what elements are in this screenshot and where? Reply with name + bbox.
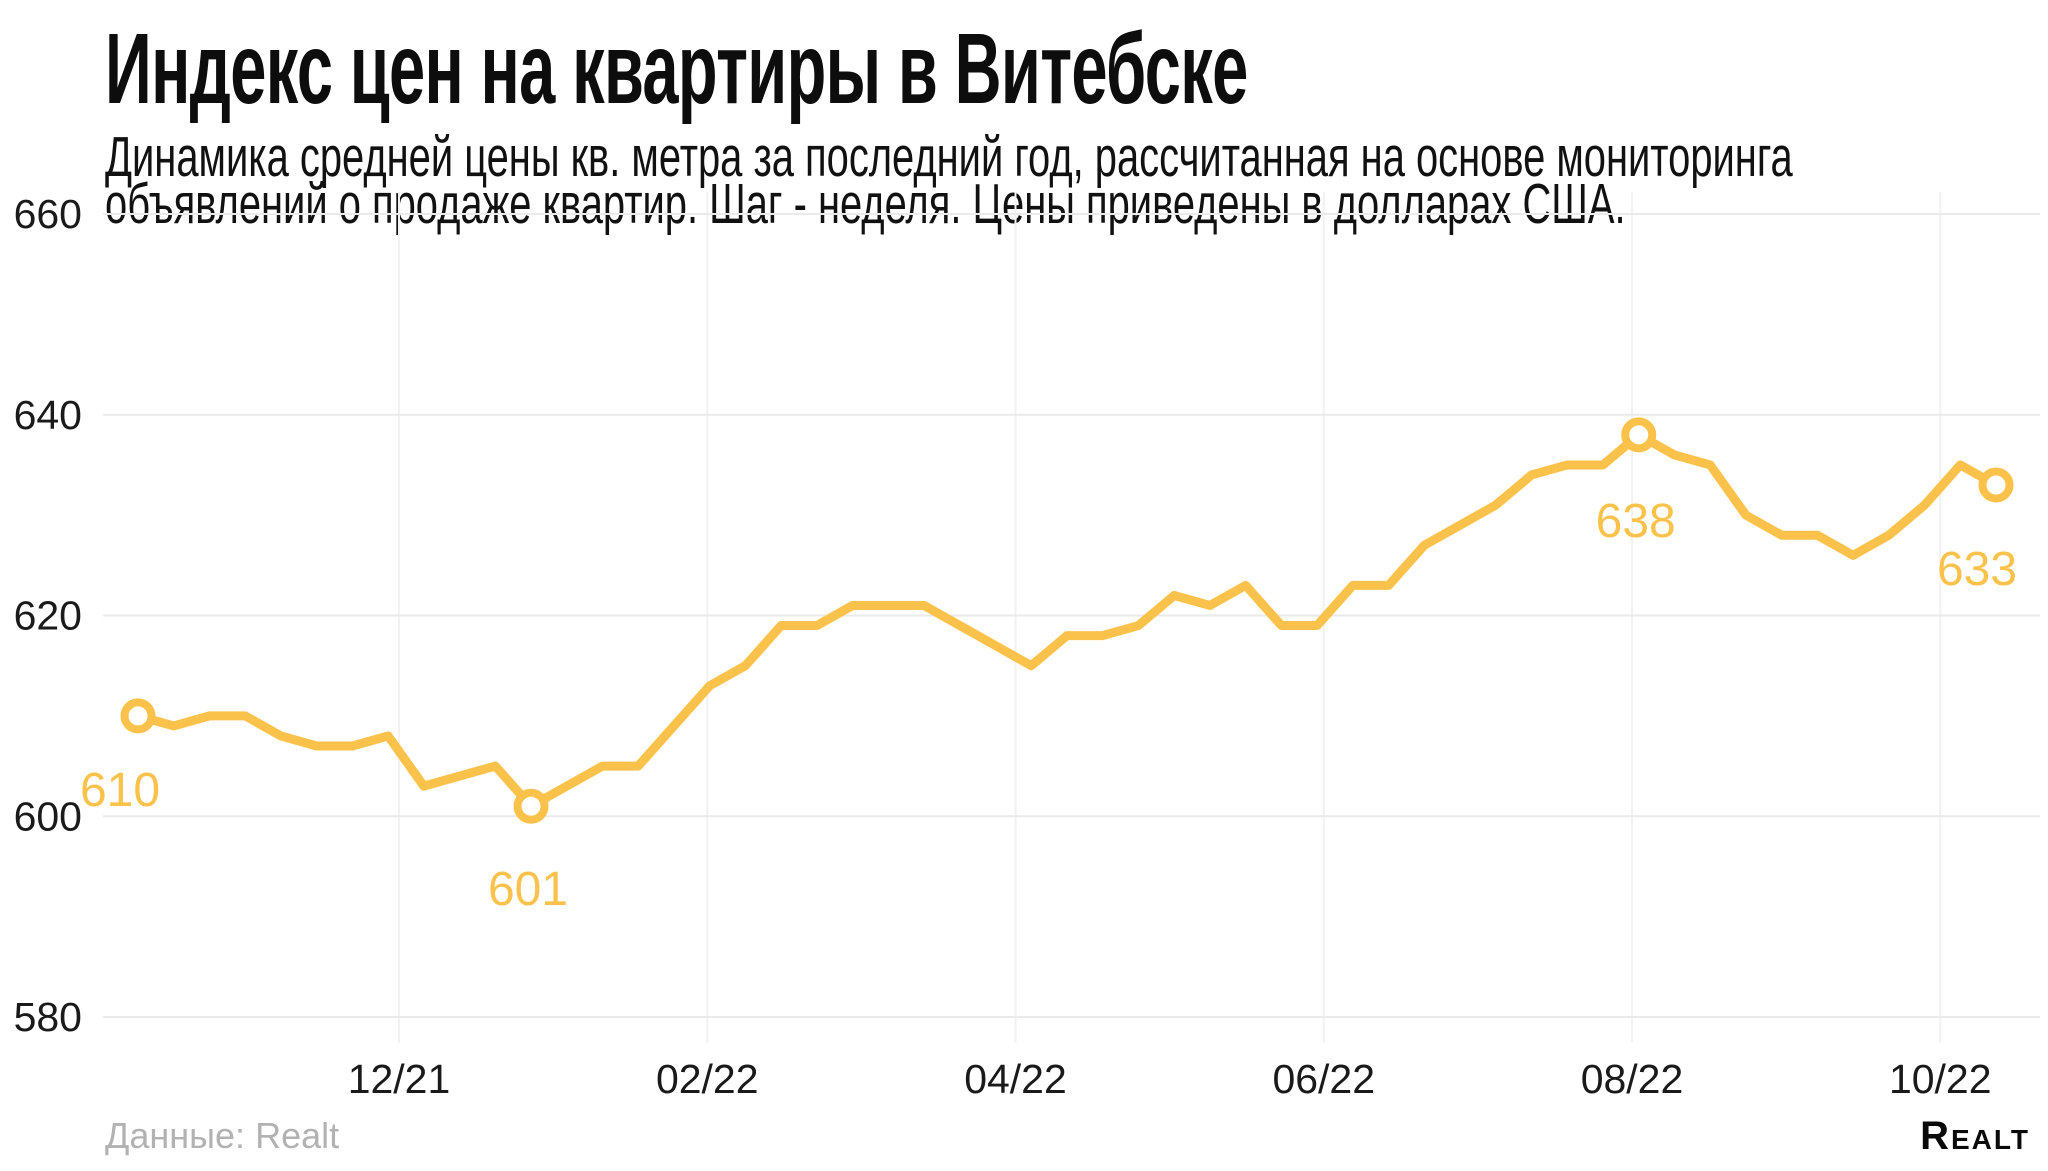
x-axis-tick-label: 02/22 xyxy=(656,1056,759,1102)
highlighted-data-point xyxy=(513,788,549,824)
highlighted-data-point xyxy=(1978,467,2014,503)
y-axis-tick-label: 640 xyxy=(14,392,82,438)
x-axis-tick-label: 08/22 xyxy=(1581,1056,1684,1102)
y-axis-tick-label: 660 xyxy=(14,191,82,237)
x-axis-tick-label: 12/21 xyxy=(348,1056,451,1102)
chart-subtitle-line-1: Динамика средней цены кв. метра за после… xyxy=(105,125,1793,189)
y-axis-tick-label: 580 xyxy=(14,994,82,1040)
highlighted-data-point xyxy=(1621,417,1657,453)
x-axis-tick-label: 06/22 xyxy=(1272,1056,1375,1102)
data-point-value-label: 610 xyxy=(80,764,160,817)
highlighted-data-point xyxy=(120,698,156,734)
y-axis-tick-label: 600 xyxy=(14,793,82,839)
realt-logo: Realt xyxy=(1920,1114,2030,1158)
y-axis-tick-label: 620 xyxy=(14,593,82,639)
page-title: Индекс цен на квартиры в Витебске xyxy=(105,13,1248,125)
data-point-value-label: 601 xyxy=(488,863,568,916)
price-series-line xyxy=(133,430,2001,811)
data-source-note: Данные: Realt xyxy=(105,1115,340,1156)
x-axis-tick-label: 10/22 xyxy=(1889,1056,1992,1102)
x-axis-tick-label: 04/22 xyxy=(964,1056,1067,1102)
data-point-value-label: 633 xyxy=(1937,543,2017,596)
data-point-value-label: 638 xyxy=(1596,495,1676,548)
chart-subtitle: Динамика средней цены кв. метра за после… xyxy=(105,125,1793,236)
chart-subtitle-line-2: объявлений о продаже квартир. Шаг - неде… xyxy=(105,172,1626,236)
